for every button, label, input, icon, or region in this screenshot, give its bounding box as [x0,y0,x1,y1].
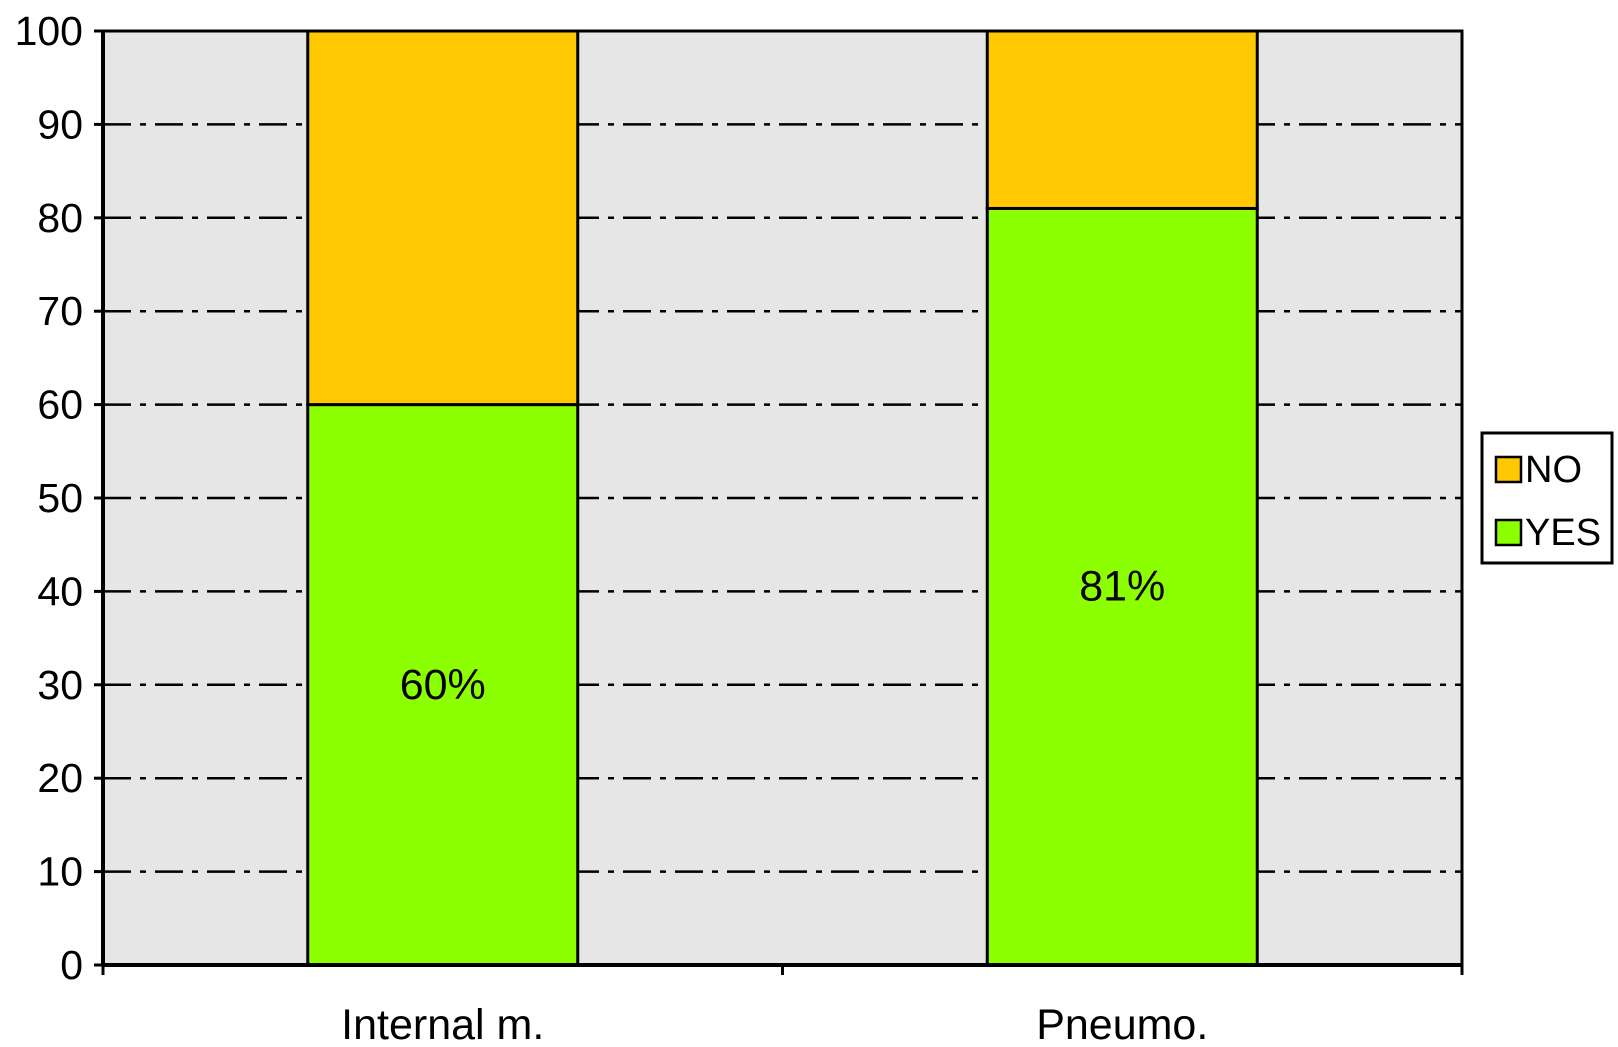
legend: NO YES [1480,431,1614,565]
x-tick-label-0: Internal m. [341,1001,544,1042]
y-tick-label-70: 70 [37,288,83,334]
bar-no-0 [306,29,580,407]
y-tick-label-90: 90 [37,101,83,147]
y-tick-label-10: 10 [37,849,83,895]
y-tick-label-100: 100 [15,8,83,54]
data-label-yes-0: 60% [400,661,486,709]
labels: 0 10 20 30 40 50 60 70 80 90 100 Internal m. Pneumo.… [15,8,1209,1047]
y-tick-label-20: 20 [37,755,83,801]
legend-swatch-no [1494,455,1523,484]
y-tick-label-50: 50 [37,475,83,521]
y-tick-label-60: 60 [37,382,83,428]
legend-label-yes: YES [1525,512,1601,554]
bar-yes-1 [985,206,1259,967]
axes [94,29,1464,975]
data-label-yes-1: 81% [1079,563,1165,611]
bars [306,29,1259,967]
y-tick-label-30: 30 [37,662,83,708]
y-tick-label-0: 0 [60,942,83,988]
legend-swatch-yes [1494,518,1523,547]
bar-yes-0 [306,403,580,967]
y-tick-label-40: 40 [37,568,83,614]
legend-label-no: NO [1525,449,1582,491]
bar-no-1 [985,29,1259,210]
y-tick-label-80: 80 [37,195,83,241]
x-tick-label-1: Pneumo. [1036,1001,1208,1042]
